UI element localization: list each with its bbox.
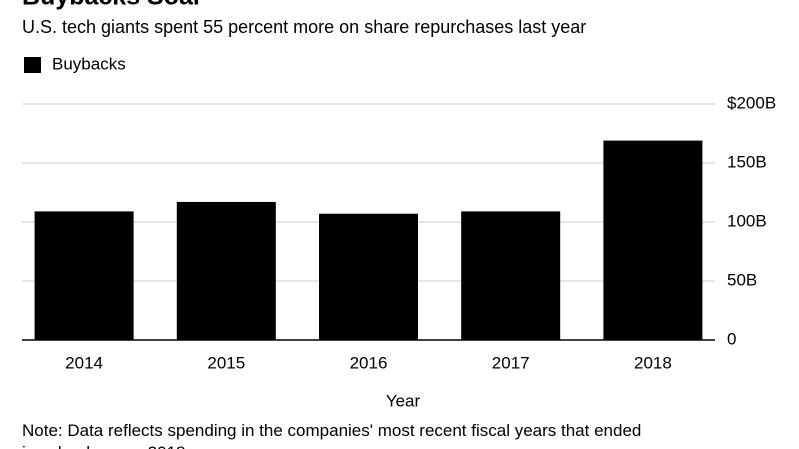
bar <box>34 211 134 340</box>
x-tick-label: 2018 <box>634 353 672 372</box>
y-tick-label: 150B <box>727 152 767 171</box>
chart-subtitle: U.S. tech giants spent 55 percent more o… <box>22 17 586 37</box>
legend-swatch <box>24 57 41 73</box>
bar <box>176 201 276 340</box>
x-tick-label: 2016 <box>350 353 388 372</box>
legend-label: Buybacks <box>52 54 126 73</box>
note: Note: Data reflects spending in the comp… <box>22 421 642 449</box>
x-tick-label: 2015 <box>207 353 245 372</box>
y-tick-label: 0 <box>727 329 736 348</box>
y-tick-label: 50B <box>727 270 757 289</box>
x-axis-label: Year <box>386 391 421 410</box>
y-tick-label: $200B <box>727 93 776 112</box>
bar <box>319 213 418 340</box>
x-tick-label: 2017 <box>492 353 530 372</box>
bar <box>461 211 561 340</box>
x-tick-label: 2014 <box>65 353 103 372</box>
bar <box>603 140 703 340</box>
chart-title: Buybacks Soar <box>22 0 203 11</box>
y-tick-label: 100B <box>727 211 767 230</box>
